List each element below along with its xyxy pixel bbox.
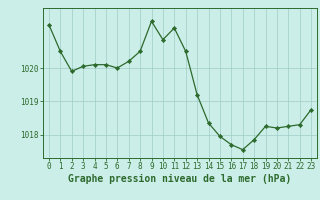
X-axis label: Graphe pression niveau de la mer (hPa): Graphe pression niveau de la mer (hPa) xyxy=(68,174,292,184)
